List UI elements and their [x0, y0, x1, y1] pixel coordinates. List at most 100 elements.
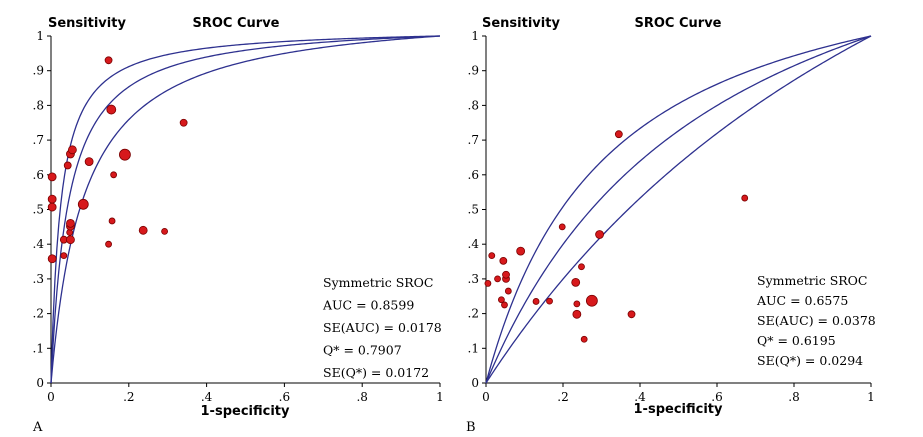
study-point — [119, 148, 131, 161]
panel-label: B — [466, 420, 476, 435]
study-point — [580, 335, 588, 343]
study-point — [106, 104, 117, 115]
y-tick-label: .7 — [468, 133, 479, 147]
y-tick-label: .4 — [468, 237, 480, 251]
y-tick-label: 1 — [36, 29, 44, 43]
y-tick-label: .6 — [468, 168, 479, 182]
y-tick-label: .9 — [468, 64, 479, 78]
y-tick-label: .5 — [468, 203, 479, 217]
x-tick-label: 1 — [867, 390, 875, 404]
study-point — [47, 172, 57, 182]
stat-annotation-line: AUC = 0.8599 — [322, 298, 414, 313]
y-tick-label: .1 — [33, 341, 44, 355]
study-point — [516, 246, 526, 256]
sroc-curve-line — [50, 35, 441, 384]
study-point — [66, 218, 75, 228]
x-tick-label: 1 — [436, 390, 444, 404]
y-axis-label: Sensitivity — [48, 16, 126, 31]
study-point — [501, 301, 508, 309]
y-tick-label: .7 — [33, 133, 44, 147]
x-tick-label: .2 — [123, 390, 134, 404]
y-tick-label: 1 — [471, 29, 479, 43]
chart-title: SROC Curve — [193, 16, 280, 31]
study-point — [47, 202, 57, 212]
study-point — [104, 56, 113, 65]
study-point — [497, 296, 505, 304]
study-point — [63, 161, 72, 170]
y-tick-label: .8 — [33, 98, 44, 112]
chart-title: SROC Curve — [635, 16, 722, 31]
study-point — [47, 194, 57, 204]
study-point — [484, 280, 492, 287]
study-point — [488, 252, 496, 260]
study-point — [546, 297, 553, 305]
study-point — [585, 294, 598, 307]
sroc-curve-line — [50, 35, 441, 384]
stat-annotation-line: AUC = 0.6575 — [756, 293, 848, 308]
stat-annotation-line: SE(Q*) = 0.0172 — [323, 365, 429, 380]
y-tick-label: .9 — [33, 64, 44, 78]
y-tick-label: .6 — [33, 168, 44, 182]
y-tick-label: .2 — [468, 307, 479, 321]
sroc-curve-line — [50, 35, 441, 384]
x-tick-label: .4 — [634, 390, 646, 404]
stat-annotation-line: Q* = 0.7907 — [323, 343, 402, 358]
stat-annotation-line: SE(Q*) = 0.0294 — [757, 353, 863, 368]
study-point — [67, 145, 77, 155]
study-point — [741, 194, 749, 202]
study-point — [105, 240, 112, 248]
x-tick-label: 0 — [482, 390, 490, 404]
x-axis-label: 1-specificity — [201, 404, 290, 419]
study-point — [66, 235, 75, 245]
study-point — [578, 263, 585, 271]
study-point — [572, 309, 582, 319]
sroc-curve-line — [485, 35, 872, 384]
study-point — [532, 298, 540, 305]
y-tick-label: .8 — [468, 98, 479, 112]
study-point — [108, 217, 116, 225]
study-point — [84, 157, 94, 167]
study-point — [614, 130, 623, 139]
study-point — [47, 254, 57, 264]
study-point — [77, 198, 89, 210]
y-tick-label: .1 — [468, 341, 479, 355]
stat-annotation-line: SE(AUC) = 0.0178 — [323, 320, 442, 335]
panel-label: A — [32, 420, 43, 435]
y-tick-label: .5 — [33, 203, 44, 217]
stat-annotation-line: SE(AUC) = 0.0378 — [757, 313, 876, 328]
study-point — [110, 171, 118, 179]
y-tick-label: 0 — [471, 376, 479, 390]
x-axis-label: 1-specificity — [634, 402, 723, 417]
x-tick-label: .8 — [356, 390, 367, 404]
study-point — [499, 256, 508, 265]
y-tick-label: 0 — [36, 376, 44, 390]
chart-panel-b: 0.1.2.3.4.5.6.7.8.910.2.4.6.8 1Sensitivit… — [466, 16, 876, 435]
study-point — [179, 118, 188, 127]
study-point — [138, 225, 148, 235]
study-point — [161, 227, 168, 235]
x-tick-label: .4 — [201, 390, 213, 404]
y-tick-label: .3 — [468, 272, 479, 286]
x-tick-label: .2 — [557, 390, 568, 404]
y-axis-label: Sensitivity — [482, 16, 560, 31]
study-point — [504, 287, 512, 295]
study-point — [627, 310, 636, 319]
x-tick-label: .6 — [711, 390, 722, 404]
study-point — [571, 277, 581, 287]
sroc-curve-line — [485, 35, 872, 384]
y-tick-label: .4 — [33, 237, 45, 251]
stat-annotation-line: Q* = 0.6195 — [757, 333, 836, 348]
stat-annotation-line: Symmetric SROC — [757, 273, 868, 288]
x-tick-label: .8 — [788, 390, 799, 404]
study-point — [558, 223, 566, 231]
sroc-curve-line — [485, 35, 872, 384]
study-point — [595, 230, 604, 239]
y-tick-label: .3 — [33, 272, 44, 286]
study-point — [502, 270, 510, 279]
x-tick-label: .6 — [279, 390, 290, 404]
stat-annotation-line: Symmetric SROC — [323, 275, 434, 290]
chart-panel-a: 0 .1 .2 .3 .4 .5 .6 .7 .8 .9 1 0 .2 .4 .6 .8 1 Sensitivit… — [32, 16, 444, 435]
y-tick-label: .2 — [33, 307, 44, 321]
study-point — [60, 252, 68, 260]
